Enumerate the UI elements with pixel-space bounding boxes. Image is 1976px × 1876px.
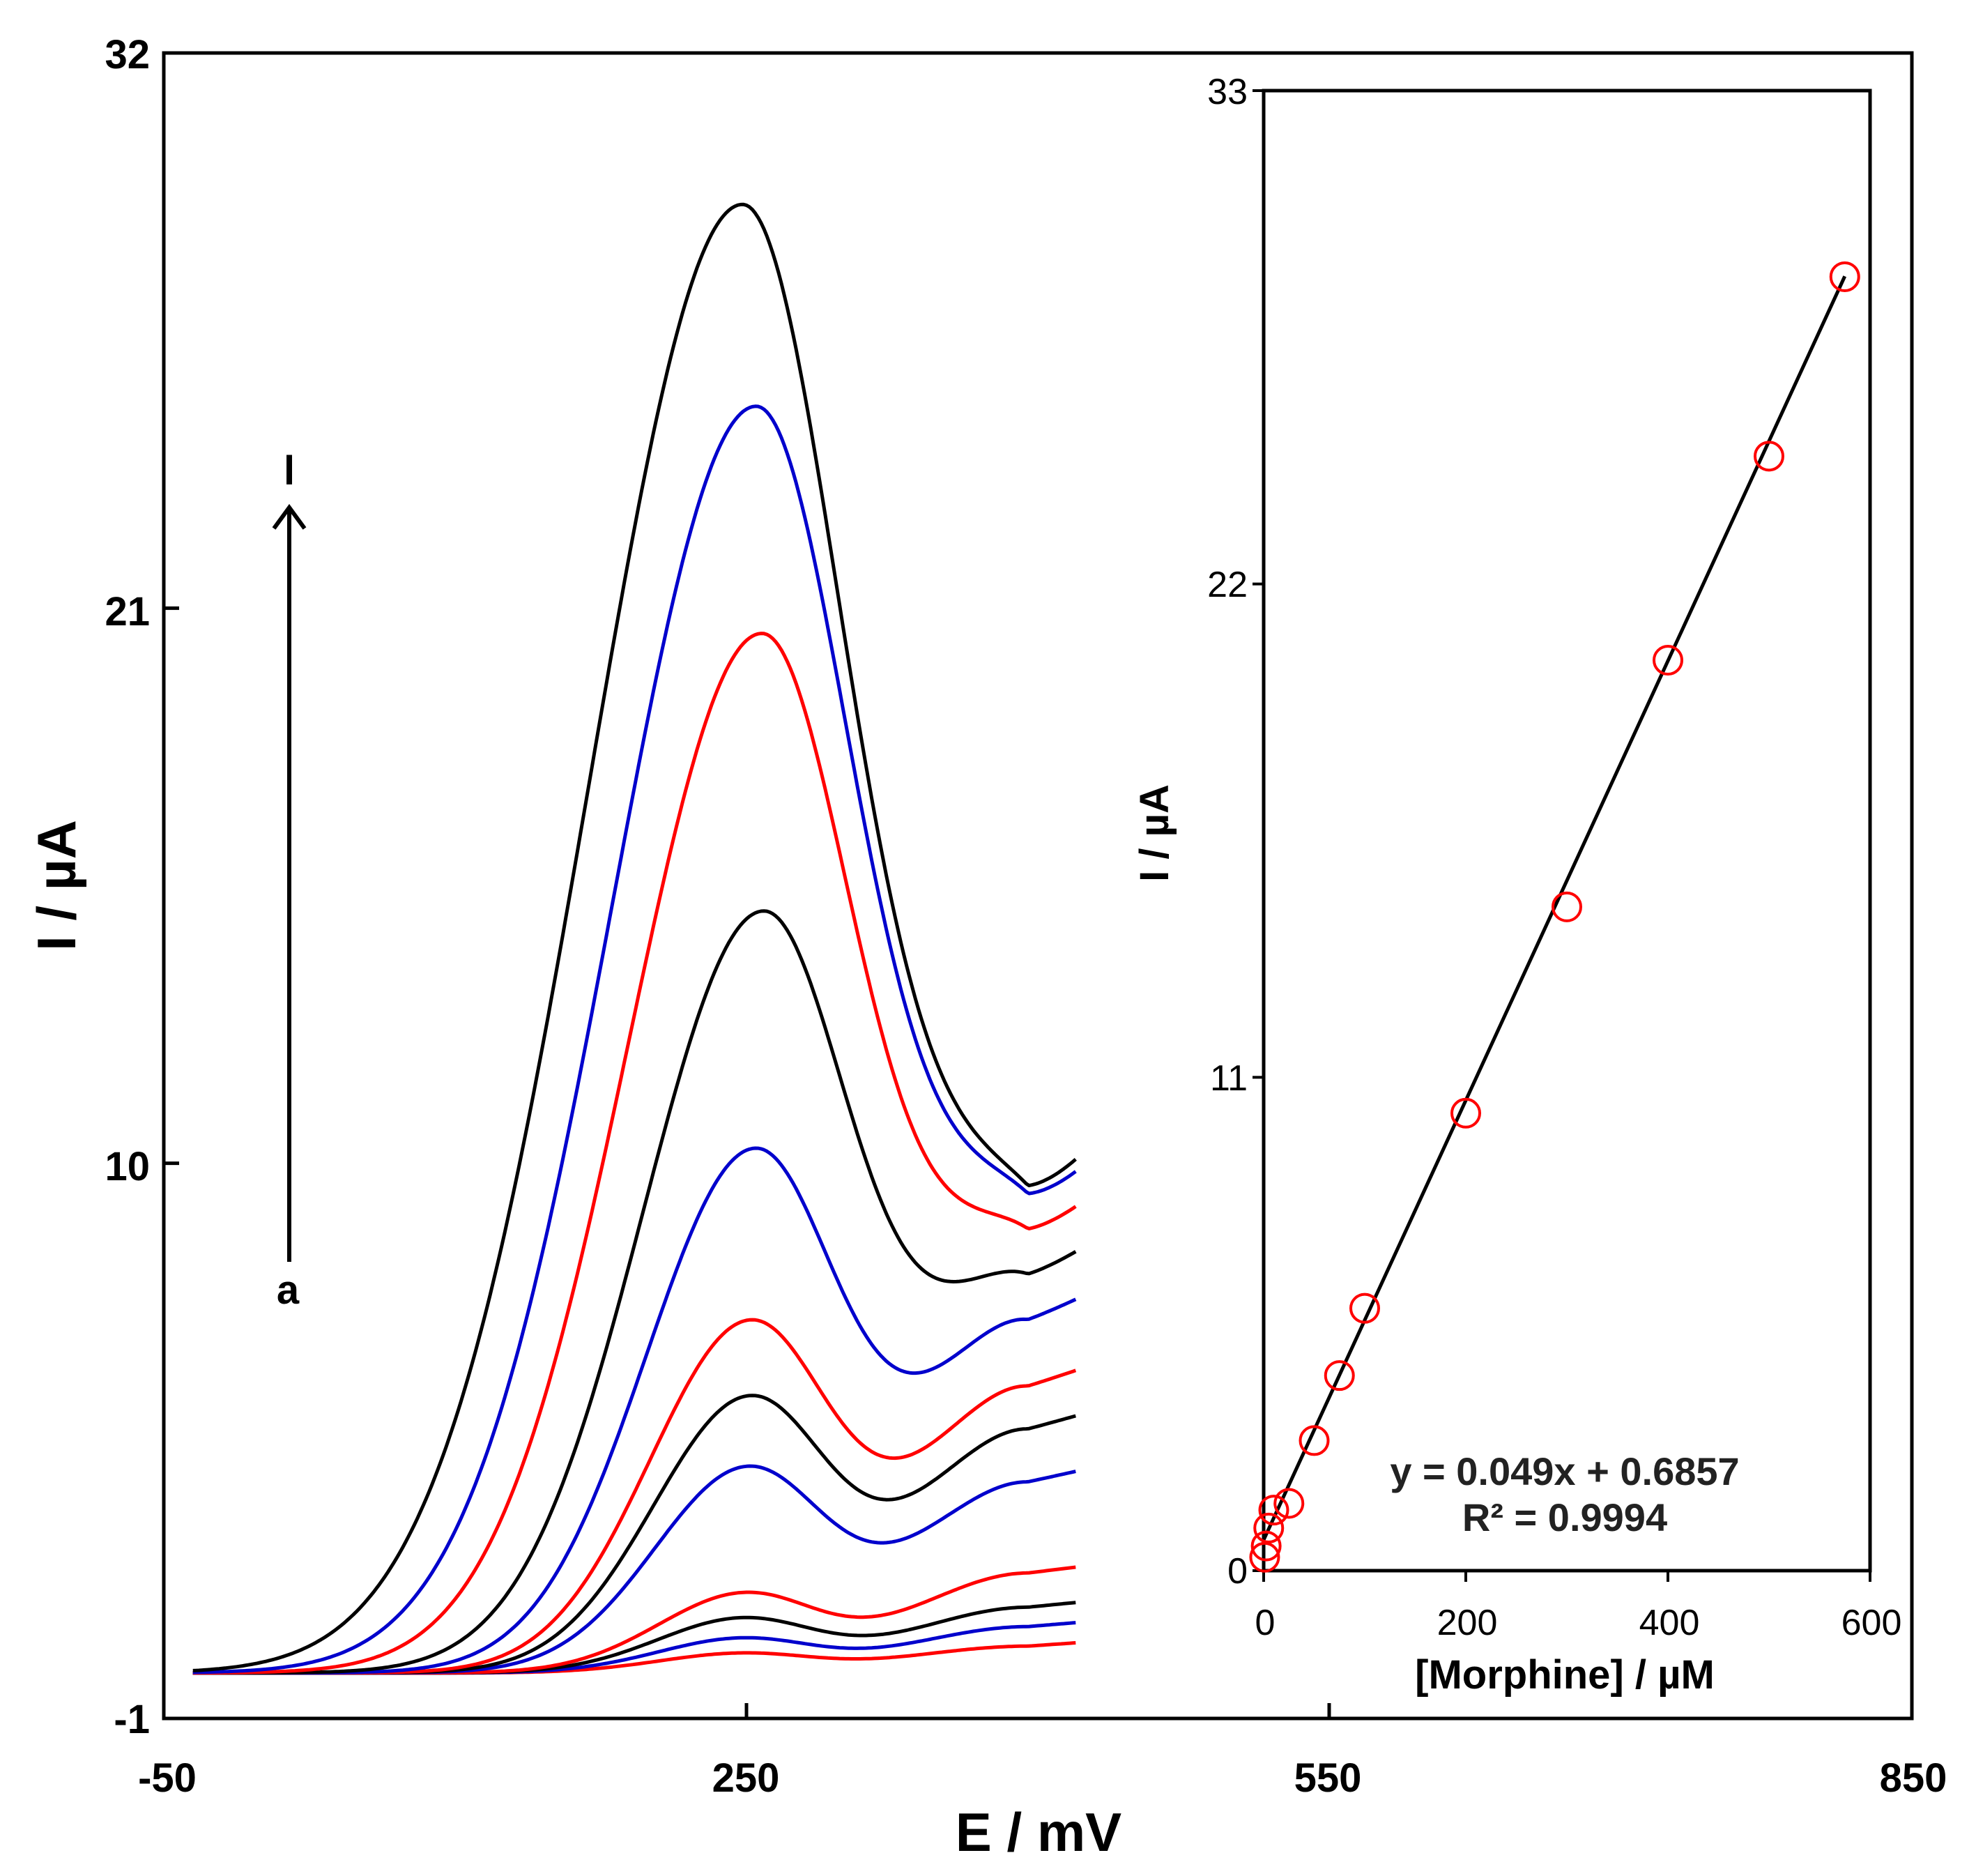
main-y-tick-label: -1 [114,1697,150,1742]
main-y-tick-label: 32 [105,32,150,77]
main-x-tick-label: 250 [712,1755,780,1801]
direction-arrowhead [272,503,307,530]
inset-points-group [1249,261,1860,1573]
main-x-tick-label: 850 [1880,1755,1947,1801]
inset-y-tick-label: 0 [1227,1551,1248,1592]
data-point [1250,1530,1282,1562]
data-point [1349,1292,1380,1324]
main-plot-frame [162,51,1914,1721]
curve-series-l [192,202,1077,1672]
main-y-axis-label: I / µA [26,820,87,951]
inset-plot-frame [1262,89,1872,1573]
inset-y-tick-label: 11 [1210,1058,1248,1099]
main-tick-marks [162,51,1914,1721]
data-point [1552,891,1582,922]
inset-x-tick-label: 400 [1639,1603,1700,1643]
inset-y-axis-label: I / µA [1132,784,1177,882]
curve-series-j [192,632,1077,1675]
main-chart: -1 10 21 32 -50 250 550 850 E / mV I / µ… [26,32,1947,1863]
data-point [1450,1097,1481,1129]
main-x-tick-label: 550 [1294,1755,1362,1801]
inset-x-tick-label: 200 [1437,1603,1498,1643]
data-point [1829,261,1860,292]
inset-y-tick-label: 33 [1207,72,1248,112]
main-y-tick-label: 10 [105,1144,150,1189]
data-point [1754,441,1784,472]
inset-chart: 0 11 22 33 0 200 400 600 [Morphine] / µM… [1132,72,1901,1698]
data-point [1653,645,1683,676]
data-point [1299,1425,1330,1456]
r-squared: R² = 0.9994 [1462,1495,1667,1539]
data-point [1258,1495,1289,1526]
arrow-label-bottom: a [277,1267,300,1313]
curve-series-i [192,909,1077,1675]
inset-y-tick-label: 22 [1207,565,1248,605]
inset-x-axis-label: [Morphine] / µM [1415,1652,1715,1698]
regression-equation: y = 0.049x + 0.6857 [1390,1449,1739,1493]
main-y-tick-label: 21 [105,589,150,634]
arrow-label-top: l [284,448,295,494]
data-point [1273,1488,1305,1519]
main-series-group [192,202,1077,1675]
data-point [1249,1541,1280,1573]
inset-x-tick-label: 0 [1255,1603,1276,1643]
main-x-axis-label: E / mV [956,1801,1121,1863]
curve-series-k [192,404,1077,1675]
inset-x-tick-label: 600 [1841,1603,1902,1643]
data-point [1253,1512,1285,1543]
main-x-tick-label: -50 [138,1755,197,1801]
data-point [1324,1360,1355,1391]
